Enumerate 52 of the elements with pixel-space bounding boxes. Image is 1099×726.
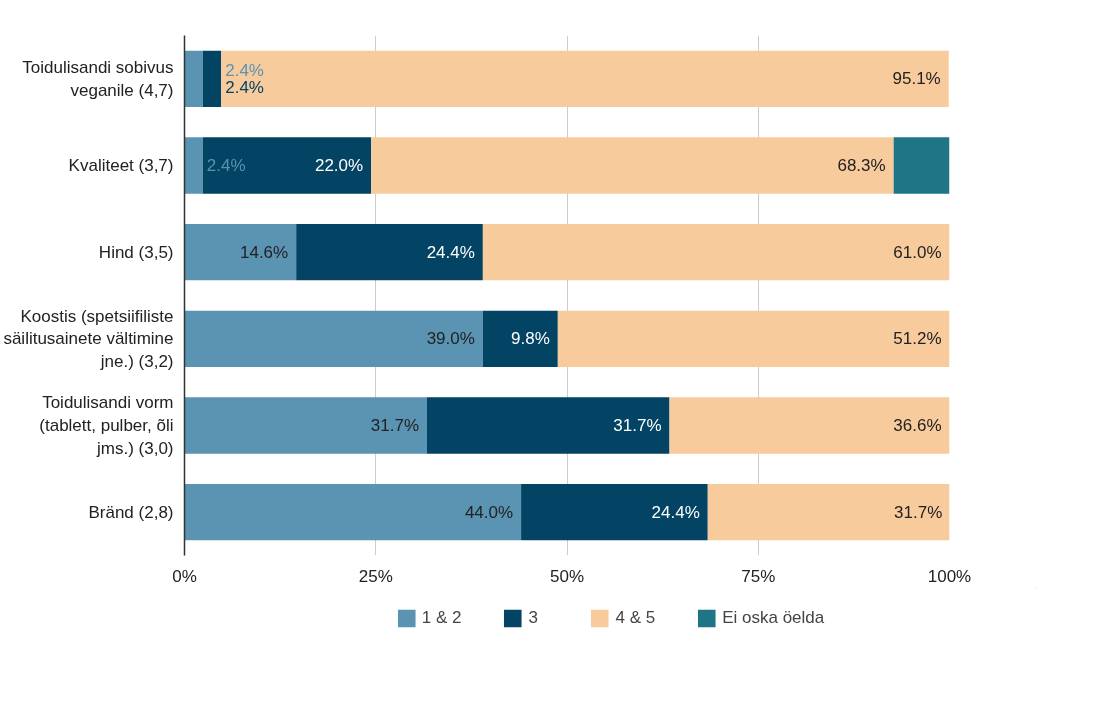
- bar: [296, 224, 483, 281]
- data-label: 2.4%: [225, 78, 264, 97]
- data-label: 14.6%: [239, 242, 289, 262]
- data-label: 2.4%: [206, 156, 246, 175]
- data-label: 36.6%: [893, 416, 942, 435]
- data-label: 22.0%: [314, 156, 364, 175]
- y-tick-label: Hind (3,5): [98, 242, 174, 262]
- bar: [184, 224, 297, 281]
- bar: [557, 310, 950, 367]
- x-tick-label: 100%: [927, 566, 972, 586]
- y-tick-label: Kvaliteet (3,7): [68, 156, 174, 175]
- legend-label: 1 & 2: [421, 608, 462, 628]
- bar: [669, 397, 950, 454]
- bar: [221, 50, 949, 107]
- bar: [482, 224, 950, 281]
- bar: [184, 484, 522, 541]
- bar: [707, 484, 950, 541]
- data-label: 24.4%: [651, 502, 700, 522]
- data-label: 95.1%: [892, 69, 941, 89]
- bar: [202, 137, 372, 194]
- data-label: 2.4%: [225, 60, 264, 80]
- data-label: 68.3%: [837, 156, 886, 175]
- data-label: 31.7%: [894, 502, 943, 522]
- x-tick-label: 0%: [172, 566, 197, 586]
- data-label: 24.4%: [426, 242, 475, 262]
- bar: [427, 397, 670, 454]
- data-label: 31.7%: [370, 416, 420, 435]
- data-label: 39.0%: [426, 329, 475, 349]
- bar: [521, 484, 708, 541]
- data-label: 51.2%: [893, 329, 942, 349]
- bar: [371, 137, 894, 194]
- bar: [184, 50, 203, 107]
- legend-label: 4 & 5: [615, 608, 656, 628]
- x-tick-label: 25%: [358, 566, 393, 586]
- bar: [184, 137, 203, 194]
- data-label: 31.7%: [613, 416, 662, 435]
- bar: [893, 137, 950, 194]
- bar: [184, 310, 483, 367]
- y-tick-label: Koostis (spetsiifiliste säilitusainete vältimine jne.) (3,2): [3, 306, 174, 372]
- data-label: 9.8%: [511, 329, 550, 349]
- bar: [184, 397, 428, 454]
- legend-label: Ei oska öelda: [722, 608, 825, 628]
- data-label: 44.0%: [464, 502, 514, 522]
- bar: [202, 50, 222, 107]
- y-tick-label: Toidulisandi vorm (tablett, pulber, õli jms.) (3,0): [39, 393, 174, 458]
- data-label: 61.0%: [893, 242, 942, 262]
- bar: [482, 310, 558, 367]
- y-tick-label: Toidulisandi sobivus veganile (4,7): [22, 57, 174, 100]
- legend-label: 3: [528, 608, 539, 628]
- x-tick-label: 75%: [741, 566, 776, 586]
- x-tick-label: 50%: [549, 566, 585, 586]
- y-tick-label: Bränd (2,8): [88, 502, 174, 522]
